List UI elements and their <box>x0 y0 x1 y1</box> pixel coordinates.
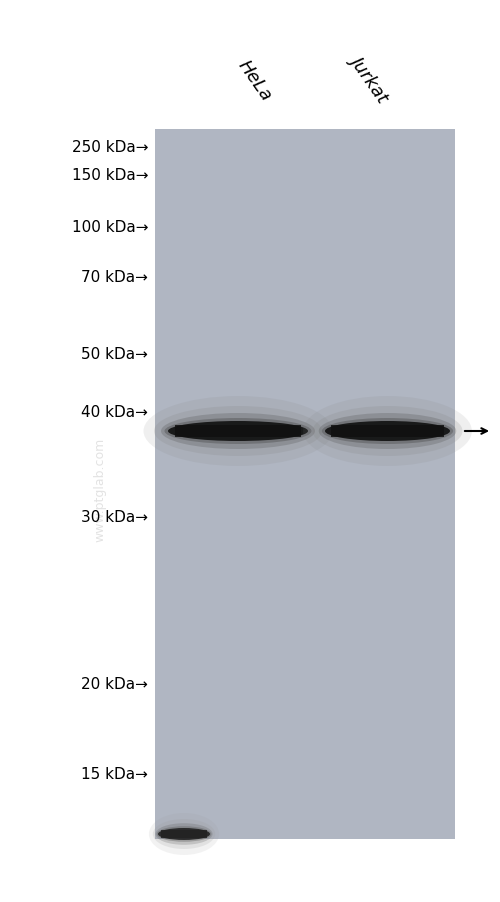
Ellipse shape <box>322 419 453 445</box>
Ellipse shape <box>161 413 315 449</box>
Text: 250 kDa→: 250 kDa→ <box>72 141 148 155</box>
Text: 100 kDa→: 100 kDa→ <box>72 220 148 235</box>
Text: 20 kDa→: 20 kDa→ <box>81 676 148 692</box>
Ellipse shape <box>144 397 332 466</box>
Ellipse shape <box>312 407 462 456</box>
Ellipse shape <box>168 421 308 441</box>
Ellipse shape <box>154 407 322 456</box>
Bar <box>175 426 301 437</box>
Bar <box>160 831 208 838</box>
Ellipse shape <box>153 819 215 849</box>
Ellipse shape <box>156 826 212 842</box>
Ellipse shape <box>156 824 212 845</box>
Text: 70 kDa→: 70 kDa→ <box>81 271 148 285</box>
Text: www.ptglab.com: www.ptglab.com <box>94 437 106 541</box>
Text: 40 kDa→: 40 kDa→ <box>81 405 148 420</box>
Text: 150 kDa→: 150 kDa→ <box>72 167 148 182</box>
Ellipse shape <box>164 419 312 445</box>
Bar <box>155 130 455 839</box>
Text: Jurkat: Jurkat <box>348 51 393 105</box>
Bar <box>331 426 444 437</box>
Text: 15 kDa→: 15 kDa→ <box>81 767 148 782</box>
Ellipse shape <box>303 397 472 466</box>
Text: HeLa: HeLa <box>234 57 276 105</box>
Text: 50 kDa→: 50 kDa→ <box>81 347 148 362</box>
Text: 30 kDa→: 30 kDa→ <box>81 510 148 525</box>
Ellipse shape <box>149 813 219 855</box>
Ellipse shape <box>158 828 210 840</box>
Ellipse shape <box>325 421 450 441</box>
Ellipse shape <box>319 413 456 449</box>
